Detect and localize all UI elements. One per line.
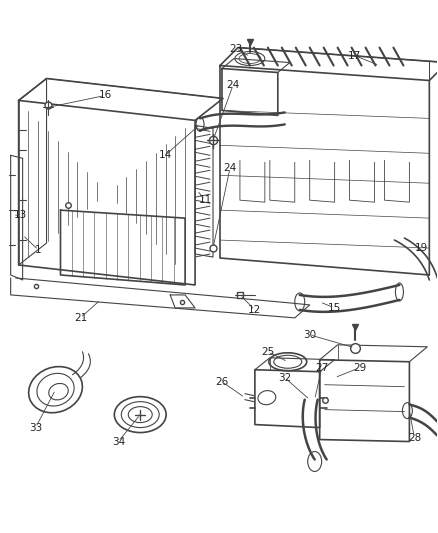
Text: 25: 25: [261, 347, 275, 357]
Text: 30: 30: [303, 330, 316, 340]
Text: 24: 24: [226, 80, 240, 91]
Text: 34: 34: [112, 437, 125, 447]
Text: 24: 24: [223, 163, 237, 173]
Text: 12: 12: [248, 305, 261, 315]
Text: 29: 29: [353, 363, 366, 373]
Text: 13: 13: [14, 210, 27, 220]
Text: 23: 23: [230, 44, 243, 54]
Text: 11: 11: [198, 195, 212, 205]
Text: 15: 15: [328, 303, 341, 313]
Text: 28: 28: [408, 433, 421, 442]
Text: 21: 21: [74, 313, 87, 323]
Text: 33: 33: [29, 423, 42, 433]
Text: 1: 1: [35, 245, 42, 255]
Text: 16: 16: [99, 91, 112, 100]
Text: 32: 32: [278, 373, 291, 383]
Text: 17: 17: [348, 51, 361, 61]
Text: 26: 26: [215, 377, 229, 387]
Text: 27: 27: [315, 363, 328, 373]
Text: 19: 19: [415, 243, 428, 253]
Text: 14: 14: [159, 150, 172, 160]
